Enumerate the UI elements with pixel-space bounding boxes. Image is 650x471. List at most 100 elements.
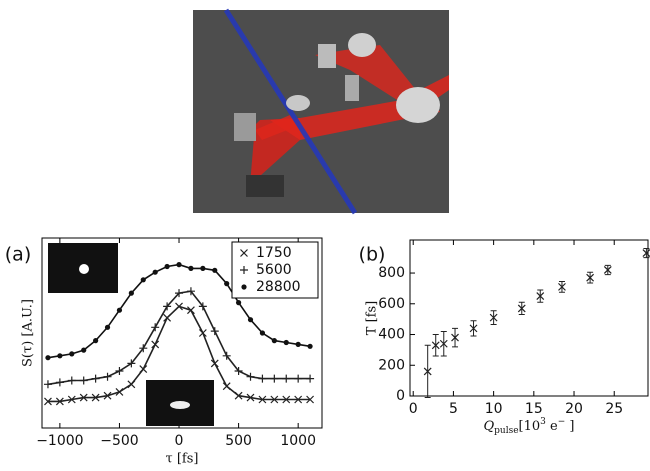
marker — [431, 341, 440, 350]
marker — [270, 395, 279, 404]
legend-marker — [241, 284, 247, 290]
plot-frame — [41, 237, 323, 429]
marker — [270, 374, 279, 383]
marker — [115, 387, 124, 396]
x-axis-label-part: e — [546, 419, 558, 434]
marker — [246, 372, 255, 381]
y-axis-label: S(τ) [A.U.] — [21, 299, 36, 367]
marker — [67, 376, 76, 385]
marker — [603, 266, 612, 274]
x-axis-label: τ [fs] — [166, 452, 199, 467]
marker — [103, 372, 112, 381]
marker — [43, 380, 52, 389]
marker — [163, 313, 172, 322]
marker — [116, 307, 123, 313]
marker — [198, 329, 207, 337]
x-tick-label: 10 — [485, 401, 503, 417]
marker — [469, 324, 478, 333]
marker — [258, 395, 267, 404]
legend-label: 5600 — [256, 262, 292, 278]
y-tick-label: 600 — [378, 296, 405, 312]
x-tick-label: 0 — [175, 433, 184, 449]
marker — [489, 313, 498, 322]
marker — [151, 340, 160, 349]
marker — [439, 339, 448, 348]
marker — [200, 265, 206, 271]
marker — [164, 263, 170, 270]
marker — [45, 355, 51, 361]
legend-label: 28800 — [256, 279, 301, 295]
y-tick-label: 0 — [396, 388, 405, 404]
marker — [536, 292, 545, 301]
marker — [234, 391, 243, 400]
x-tick-label: 5 — [449, 401, 458, 417]
marker — [235, 300, 242, 306]
marker — [307, 343, 313, 349]
marker — [55, 378, 64, 387]
marker — [127, 380, 136, 389]
marker — [282, 395, 291, 404]
marker — [79, 393, 88, 402]
legend-marker — [240, 249, 248, 257]
y-tick-label: 200 — [378, 357, 405, 373]
marker — [295, 341, 301, 347]
marker — [115, 367, 124, 375]
x-tick-label: 0 — [409, 401, 418, 417]
marker — [306, 374, 315, 383]
marker — [176, 262, 182, 268]
marker — [104, 324, 111, 330]
marker — [67, 395, 76, 404]
x-tick-label: −500 — [100, 433, 138, 449]
render-image — [193, 8, 449, 215]
marker — [139, 365, 148, 374]
x-tick-label: 15 — [525, 401, 543, 417]
inset-spot — [170, 401, 190, 409]
marker — [558, 282, 566, 291]
marker — [151, 323, 160, 332]
marker — [294, 374, 303, 383]
marker — [586, 273, 595, 282]
marker — [128, 290, 134, 296]
legend-marker — [240, 266, 248, 274]
marker — [81, 347, 87, 353]
y-tick-label: 800 — [378, 265, 405, 281]
x-axis-label-part: Q — [483, 419, 494, 434]
marker — [210, 327, 219, 336]
marker — [93, 338, 99, 344]
x-tick-label: −1000 — [36, 433, 83, 449]
marker — [306, 395, 315, 404]
marker — [246, 393, 255, 402]
marker — [271, 338, 277, 344]
marker — [234, 367, 243, 375]
marker — [451, 333, 459, 342]
x-axis-label: Qpulse[103 e− ] — [483, 417, 574, 436]
marker — [423, 367, 432, 376]
plot-frame — [409, 239, 649, 397]
marker — [210, 359, 219, 368]
marker — [259, 330, 266, 336]
marker — [187, 306, 195, 315]
marker — [188, 265, 194, 271]
inset-spot — [79, 264, 89, 274]
marker — [91, 374, 100, 383]
marker — [186, 287, 195, 296]
marker — [224, 281, 230, 287]
marker — [282, 374, 291, 383]
marker — [198, 302, 207, 311]
marker — [163, 302, 172, 311]
marker — [152, 269, 158, 275]
x-tick-label: 1000 — [280, 433, 316, 449]
x-tick-label: 500 — [225, 433, 252, 449]
marker — [175, 302, 183, 311]
marker — [139, 344, 148, 353]
marker — [175, 289, 184, 298]
marker — [103, 391, 112, 400]
marker — [222, 382, 231, 391]
marker — [247, 317, 254, 323]
panel-label: (b) — [359, 244, 386, 266]
marker — [258, 374, 267, 383]
y-tick-label: 400 — [378, 327, 405, 343]
marker — [294, 395, 303, 404]
x-tick-label: 25 — [605, 401, 623, 417]
x-axis-label-part: [10 — [519, 419, 541, 434]
